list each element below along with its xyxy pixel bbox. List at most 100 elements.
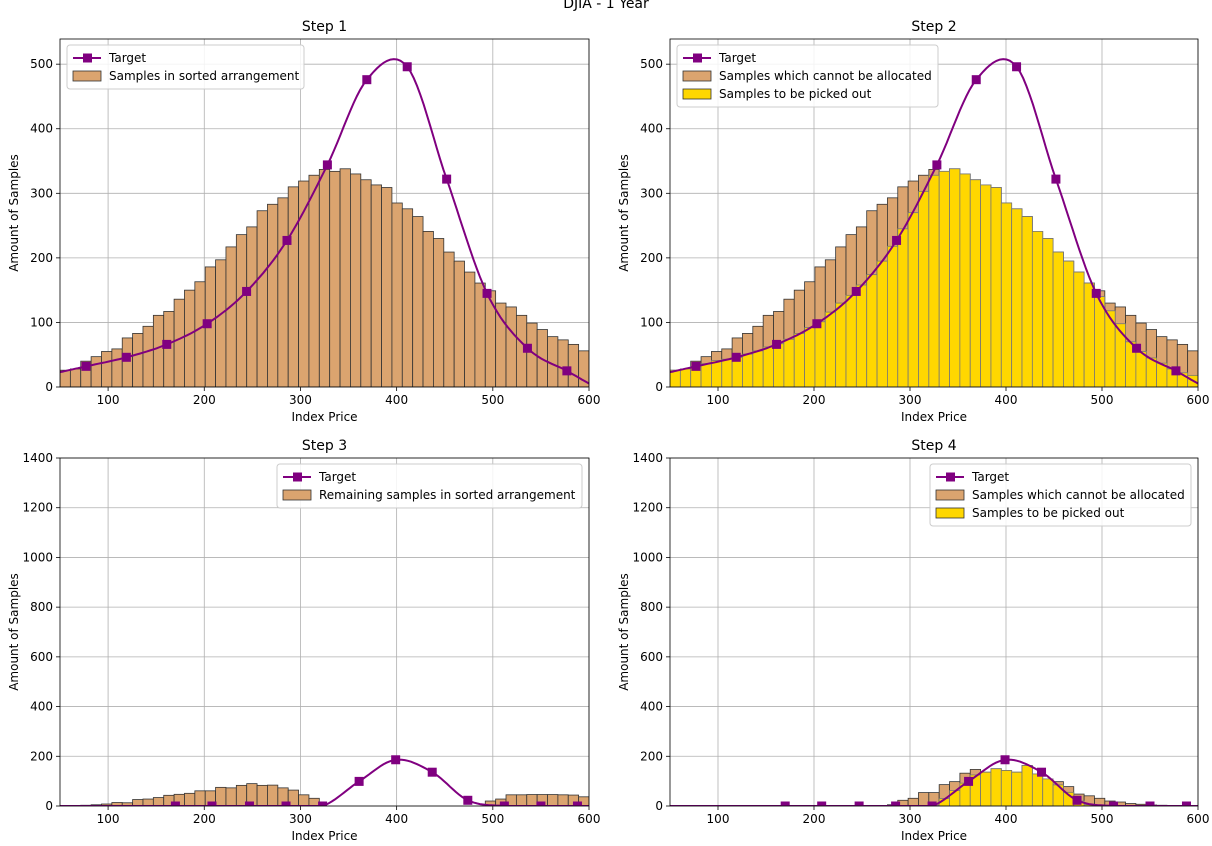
- bar-picked: [679, 368, 692, 387]
- x-axis-label: Index Price: [291, 410, 357, 424]
- bar-samples: [215, 259, 227, 387]
- bar-samples: [370, 184, 382, 387]
- bar-picked: [1135, 351, 1147, 387]
- bar-picked: [1011, 771, 1023, 806]
- target-marker: [1109, 801, 1119, 806]
- bar-picked: [866, 274, 878, 387]
- y-tick-label: 1400: [22, 451, 53, 465]
- bar-samples: [90, 356, 102, 387]
- subplot-title: Step 1: [302, 19, 347, 35]
- bar-samples: [329, 170, 341, 387]
- bar-samples: [443, 251, 455, 387]
- target-marker: [851, 286, 861, 296]
- target-marker: [242, 286, 252, 296]
- y-tick-label: 300: [30, 186, 53, 200]
- bar-samples: [567, 343, 580, 387]
- legend-label: Target: [971, 470, 1009, 484]
- target-marker: [892, 235, 902, 245]
- subplot-title: Step 2: [911, 19, 956, 35]
- bar-samples: [142, 798, 154, 806]
- y-tick-label: 0: [45, 799, 53, 813]
- bar-picked: [969, 179, 981, 387]
- target-marker: [1012, 62, 1022, 72]
- target-marker: [442, 174, 452, 184]
- y-tick-label: 0: [655, 799, 663, 813]
- bar-samples: [152, 314, 165, 387]
- bar-samples: [121, 337, 134, 387]
- bar-picked: [845, 294, 857, 387]
- bar-samples: [246, 226, 258, 387]
- x-tick-label: 100: [97, 393, 120, 407]
- legend-marker-icon: [946, 472, 955, 482]
- bar-samples: [267, 784, 279, 806]
- x-tick-label: 300: [289, 812, 312, 826]
- legend: Target Samples in sorted arrangement: [66, 44, 305, 90]
- target-marker: [1000, 755, 1010, 765]
- bar-picked: [762, 346, 774, 387]
- bar-picked: [1021, 216, 1033, 387]
- subplot-title: Step 4: [911, 438, 956, 454]
- legend-marker-icon: [293, 472, 302, 482]
- target-marker: [207, 801, 217, 806]
- x-tick-label: 500: [481, 812, 504, 826]
- bar-samples: [350, 173, 362, 387]
- y-tick-label: 200: [30, 251, 53, 265]
- bar-picked: [814, 321, 826, 387]
- bar-picked: [980, 771, 992, 806]
- bar-samples: [69, 368, 82, 387]
- bar-samples: [184, 289, 196, 387]
- bar-picked: [835, 302, 847, 387]
- bar-picked: [1063, 260, 1075, 387]
- x-tick-label: 300: [899, 393, 922, 407]
- subplot-1: 100 200 300 400 500 600 0 100 200 300 400 500 Step 1…: [7, 19, 600, 424]
- bar-samples: [557, 794, 569, 806]
- y-axis-label: Amount of Samples: [617, 573, 631, 691]
- target-marker: [891, 801, 901, 806]
- y-axis-label: Amount of Samples: [7, 154, 21, 272]
- subplot-4: 100 200 300 400 500 600 0 200 400 600 800 1000 1200 1…: [617, 438, 1209, 843]
- bar-picked: [752, 350, 764, 387]
- target-marker: [854, 801, 864, 806]
- y-tick-label: 0: [45, 380, 53, 394]
- bar-picked: [1114, 323, 1126, 387]
- target-marker: [812, 319, 822, 329]
- bar-samples: [453, 260, 465, 387]
- bar-samples: [308, 174, 320, 387]
- bar-picked: [897, 228, 909, 387]
- bar-samples: [225, 787, 237, 806]
- y-tick-label: 1000: [22, 550, 53, 564]
- y-tick-label: 500: [30, 57, 53, 71]
- bar-picked: [980, 184, 992, 387]
- bar-picked: [1042, 238, 1054, 387]
- target-marker: [932, 160, 942, 170]
- legend-marker-icon: [693, 53, 702, 63]
- bar-picked: [1000, 202, 1013, 387]
- bar-picked: [1094, 296, 1106, 387]
- bar-samples: [474, 282, 486, 387]
- bar-samples: [142, 325, 154, 387]
- bar-picked: [700, 363, 712, 387]
- bar-samples: [152, 797, 165, 806]
- x-tick-label: 200: [803, 393, 826, 407]
- y-tick-label: 100: [640, 315, 663, 329]
- bar-picked: [959, 173, 971, 387]
- target-marker: [402, 62, 412, 72]
- y-tick-label: 600: [30, 650, 53, 664]
- bar-picked: [773, 343, 785, 387]
- bar-picked: [711, 360, 723, 387]
- x-tick-label: 200: [803, 812, 826, 826]
- bar-picked: [783, 338, 795, 387]
- y-tick-label: 600: [640, 650, 663, 664]
- target-marker: [772, 339, 782, 349]
- bar-samples: [360, 179, 372, 387]
- legend-label: Target: [718, 51, 756, 65]
- bar-picked: [1073, 271, 1085, 387]
- target-marker: [354, 776, 364, 786]
- legend-frame: [276, 463, 583, 509]
- bar-picked: [1011, 208, 1023, 387]
- bar-samples: [194, 790, 206, 806]
- legend-patch-icon: [682, 70, 712, 82]
- legend-patch-icon: [935, 489, 965, 501]
- bar-samples: [339, 168, 351, 387]
- legend-label: Samples which cannot be allocated: [972, 488, 1185, 502]
